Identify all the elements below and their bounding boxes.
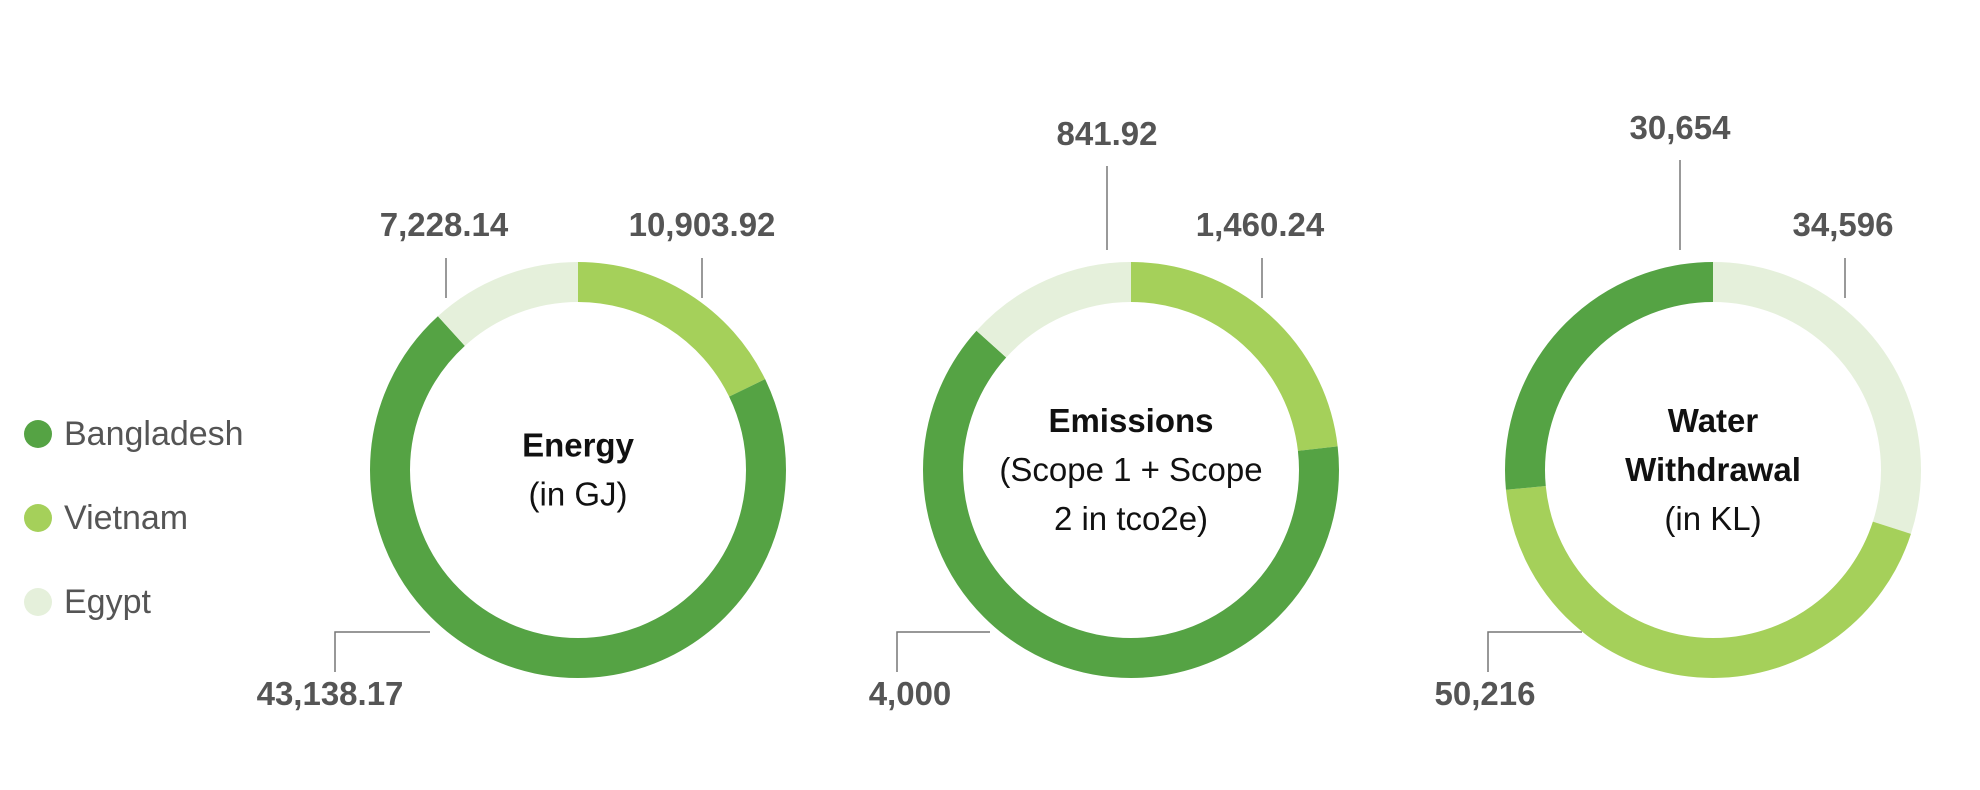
chart-title: Emissions (1048, 402, 1213, 439)
legend-swatch-vietnam (24, 504, 52, 532)
chart-title: Energy (522, 427, 635, 464)
legend-label: Vietnam (64, 498, 189, 537)
value-label-vietnam: 50,216 (1435, 675, 1536, 712)
legend-item-vietnam: Vietnam (24, 476, 244, 560)
chart-subtitle: (Scope 1 + Scope (999, 451, 1262, 488)
leader-line-bangladesh (896, 631, 990, 672)
donut-water: 34,596 50,216 30,654 Water Withdrawal (in KL) (1435, 109, 1921, 712)
leader-line-bangladesh (334, 631, 430, 672)
chart-subtitle: Withdrawal (1625, 451, 1801, 488)
value-label-egypt: 841.92 (1057, 115, 1158, 152)
legend-swatch-bangladesh (24, 420, 52, 448)
chart-subtitle: 2 in tco2e) (1054, 500, 1208, 537)
value-label-bangladesh: 30,654 (1630, 109, 1732, 146)
donut-slice-egypt (370, 262, 786, 678)
value-label-vietnam: 1,460.24 (1196, 206, 1325, 243)
value-label-egypt: 34,596 (1793, 206, 1894, 243)
donut-slice-vietnam (1505, 262, 1921, 678)
chart-subtitle: (in GJ) (529, 476, 628, 513)
legend-item-bangladesh: Bangladesh (24, 392, 244, 476)
value-label-bangladesh: 43,138.17 (257, 675, 404, 712)
donut-slice-bangladesh (923, 262, 1339, 678)
legend-swatch-egypt (24, 588, 52, 616)
value-label-egypt: 7,228.14 (380, 206, 509, 243)
donut-energy: 10,903.92 43,138.17 7,228.14 Energy (in GJ) (257, 206, 786, 712)
legend-label: Bangladesh (64, 414, 244, 453)
legend-item-egypt: Egypt (24, 560, 244, 644)
leader-line-vietnam (1487, 631, 1582, 672)
donut-slice-bangladesh (370, 262, 786, 678)
value-label-bangladesh: 4,000 (869, 675, 952, 712)
value-label-vietnam: 10,903.92 (629, 206, 776, 243)
legend: Bangladesh Vietnam Egypt (24, 392, 244, 644)
legend-label: Egypt (64, 582, 151, 621)
donut-slice-egypt (923, 262, 1339, 678)
chart-subtitle: (in KL) (1664, 500, 1761, 537)
donut-emissions: 1,460.24 4,000 841.92 Emissions (Scope 1 + S… (869, 115, 1339, 712)
chart-title: Water (1668, 402, 1759, 439)
donut-slice-bangladesh (1505, 262, 1921, 678)
